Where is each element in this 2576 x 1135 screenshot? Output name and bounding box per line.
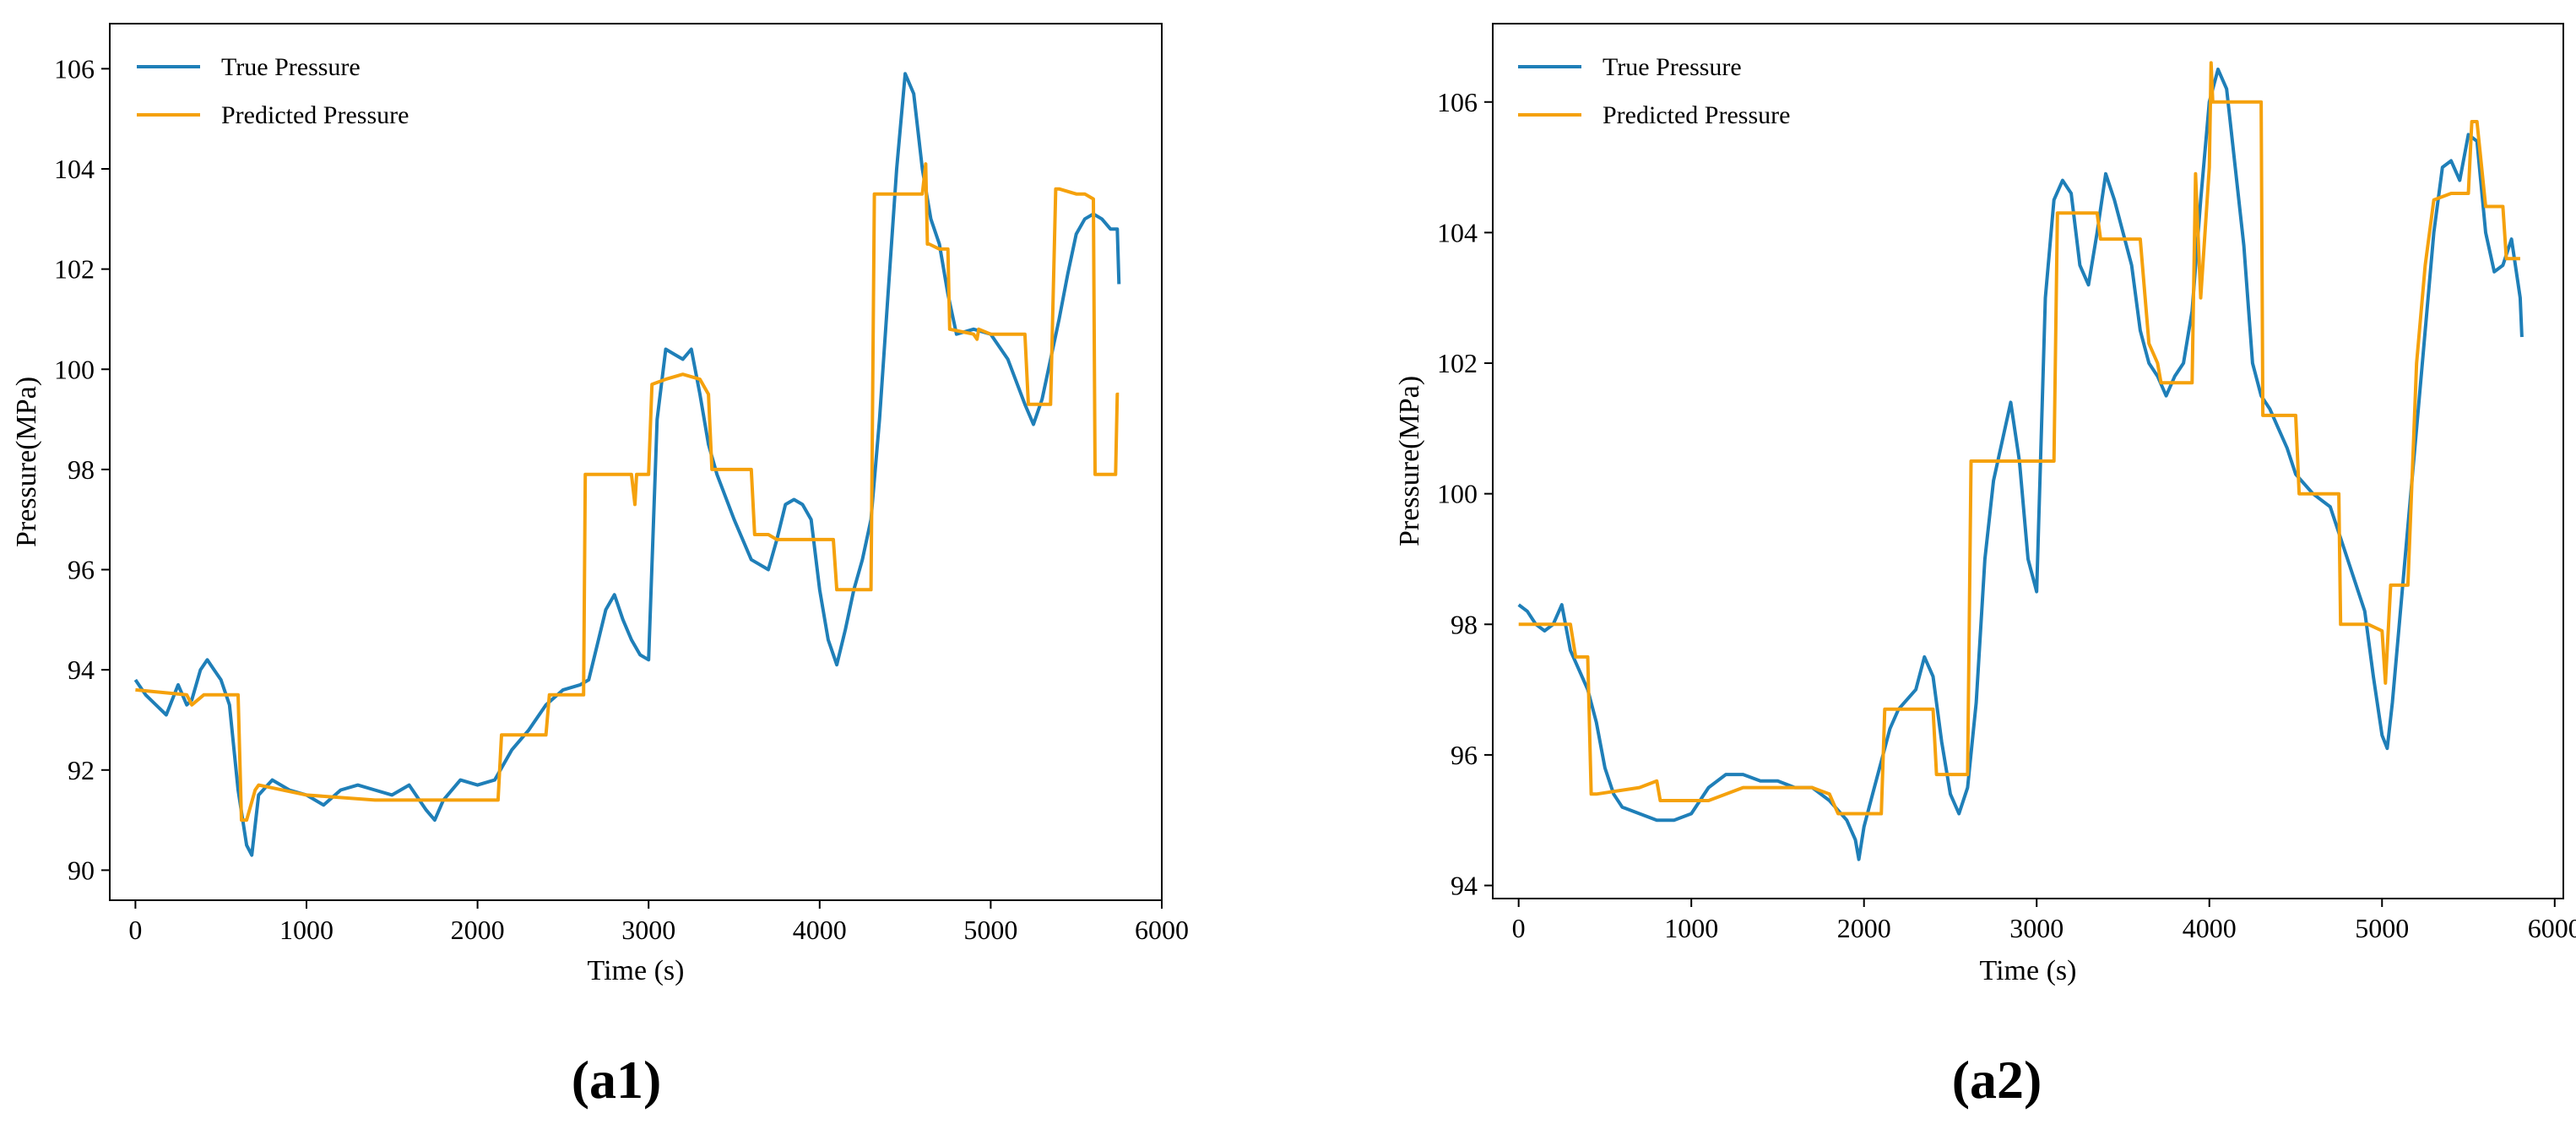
series-line-true-a2 xyxy=(1517,68,2524,861)
x-tick-label-a2: 1000 xyxy=(1664,913,1718,943)
y-tick-label-a1: 98 xyxy=(68,454,95,485)
x-tick-label-a2: 2000 xyxy=(1837,913,1891,943)
legend-label-pred-a2: Predicted Pressure xyxy=(1603,101,1790,129)
panel-a2: 0 1000 2000 3000 4000 5000 6000 94 96 98 100 102 104… xyxy=(1394,23,2576,1110)
x-axis-label-a2: Time (s) xyxy=(1980,955,2077,986)
x-tick-label-a2: 5000 xyxy=(2355,913,2409,943)
plot-frame-a1 xyxy=(109,23,1163,901)
y-tick-label-a1: 92 xyxy=(68,755,95,785)
y-tick-label-a1: 94 xyxy=(68,654,95,685)
y-tick-label-a2: 98 xyxy=(1451,609,1478,639)
y-axis-label-a2: Pressure(MPa) xyxy=(1394,376,1425,546)
x-tick-label-a1: 3000 xyxy=(621,915,675,945)
y-tick-label-a2: 102 xyxy=(1437,348,1478,378)
x-axis-label-a1: Time (s) xyxy=(588,955,685,986)
x-tick-label-a1: 4000 xyxy=(793,915,847,945)
y-tick-label-a2: 106 xyxy=(1437,87,1478,117)
y-tick-label-a1: 100 xyxy=(54,354,95,384)
legend-a1: True Pressure Predicted Pressure xyxy=(137,53,409,129)
ticks-layer-a1: 0 1000 2000 3000 4000 5000 6000 90 92 94 96 98 100 10… xyxy=(54,53,1189,945)
series-line-pred-a1 xyxy=(135,162,1120,823)
panel-a1: 0 1000 2000 3000 4000 5000 6000 90 92 94 96 98 100 10… xyxy=(11,23,1189,1110)
legend-a2: True Pressure Predicted Pressure xyxy=(1518,53,1790,129)
panel-label-a1: (a1) xyxy=(572,1050,662,1110)
y-tick-label-a1: 106 xyxy=(54,53,95,84)
x-tick-label-a2: 6000 xyxy=(2528,913,2576,943)
y-tick-label-a1: 96 xyxy=(68,555,95,585)
x-tick-label-a2: 3000 xyxy=(2009,913,2064,943)
x-tick-label-a2: 0 xyxy=(1512,913,1526,943)
y-tick-label-a2: 94 xyxy=(1451,871,1478,901)
panel-label-a2: (a2) xyxy=(1952,1050,2042,1110)
y-axis-label-a1: Pressure(MPa) xyxy=(11,377,42,547)
y-tick-label-a2: 104 xyxy=(1437,217,1478,247)
series-line-pred-a2 xyxy=(1518,61,2520,816)
series-line-true-a1 xyxy=(133,72,1121,857)
series-layer-a1 xyxy=(133,72,1121,857)
x-tick-label-a1: 6000 xyxy=(1135,915,1189,945)
legend-label-true-a2: True Pressure xyxy=(1603,53,1742,81)
y-tick-label-a1: 104 xyxy=(54,154,95,184)
legend-label-pred-a1: Predicted Pressure xyxy=(221,101,409,129)
x-tick-label-a2: 4000 xyxy=(2183,913,2237,943)
legend-label-true-a1: True Pressure xyxy=(221,53,361,81)
y-tick-label-a1: 102 xyxy=(54,254,95,285)
x-tick-label-a1: 5000 xyxy=(963,915,1017,945)
x-tick-label-a1: 1000 xyxy=(279,915,334,945)
x-tick-label-a1: 0 xyxy=(128,915,142,945)
series-layer-a2 xyxy=(1517,61,2524,861)
y-tick-label-a2: 96 xyxy=(1451,740,1478,770)
y-tick-label-a1: 90 xyxy=(68,855,95,885)
plot-frame-a2 xyxy=(1492,23,2564,899)
ticks-layer-a2: 0 1000 2000 3000 4000 5000 6000 94 96 98 100 102 104… xyxy=(1437,87,2576,943)
y-tick-label-a2: 100 xyxy=(1437,479,1478,509)
x-tick-label-a1: 2000 xyxy=(451,915,505,945)
